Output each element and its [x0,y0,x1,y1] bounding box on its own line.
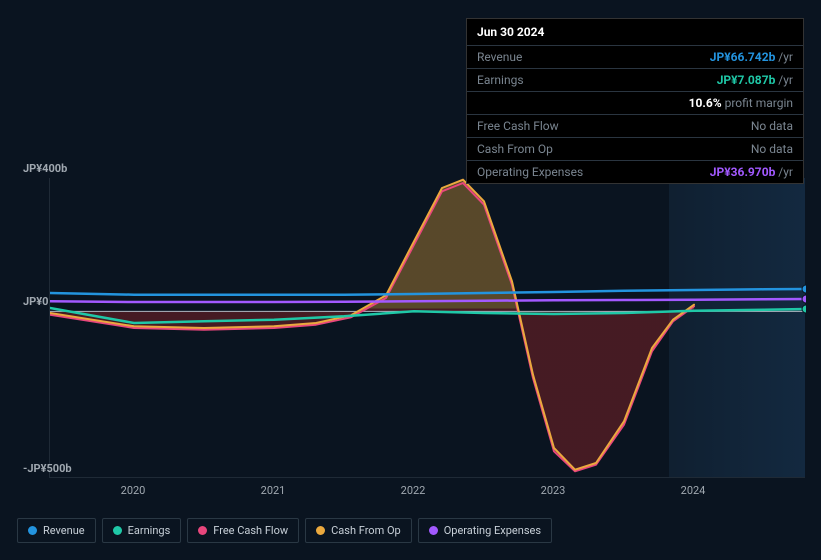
legend-label: Cash From Op [331,524,401,537]
financials-chart: JP¥400b JP¥0 -JP¥500b 2020 2021 2022 2023 2024 [17,158,805,498]
legend: Revenue Earnings Free Cash Flow Cash From O… [17,518,552,543]
tooltip-row: Earnings JP¥7.087b /yr [467,69,803,92]
cfo-area [50,180,694,470]
tooltip-row-label: Revenue [477,50,522,64]
legend-swatch [113,526,122,535]
tooltip-row-label: Earnings [477,73,524,87]
tooltip-row-label: Operating Expenses [477,165,583,179]
legend-item-earnings[interactable]: Earnings [102,518,182,543]
legend-label: Operating Expenses [444,524,541,537]
tooltip-row-value: JP¥7.087b /yr [717,73,793,87]
legend-item-opex[interactable]: Operating Expenses [418,518,552,543]
x-tick-label: 2023 [541,484,566,497]
legend-swatch [198,526,207,535]
marker-earnings [802,305,806,313]
x-tick-label: 2020 [121,484,146,497]
tooltip-row-value: 10.6% profit margin [689,96,793,110]
tooltip-row-label: Free Cash Flow [477,119,559,133]
tooltip-row: 10.6% profit margin [467,92,803,115]
tooltip-row-value: No data [751,142,793,156]
tooltip-row-value: JP¥36.970b /yr [710,165,793,179]
x-tick-label: 2022 [401,484,426,497]
legend-swatch [316,526,325,535]
legend-item-fcf[interactable]: Free Cash Flow [187,518,299,543]
tooltip-row-value: No data [751,119,793,133]
chart-svg [50,178,806,478]
tooltip-rows: Revenue JP¥66.742b /yr Earnings JP¥7.087b /… [467,46,803,183]
marker-revenue [802,285,806,293]
plot-area[interactable] [49,178,805,478]
marker-opex [802,295,806,303]
tooltip-row: Cash From Op No data [467,138,803,161]
tooltip-row: Operating Expenses JP¥36.970b /yr [467,161,803,183]
y-tick-label: JP¥400b [23,162,67,175]
legend-label: Earnings [128,524,171,537]
data-tooltip: Jun 30 2024 Revenue JP¥66.742b /yr Earning… [466,18,804,184]
y-tick-label: JP¥0 [23,295,48,308]
legend-label: Free Cash Flow [213,524,288,537]
y-tick-label: -JP¥500b [23,462,72,475]
legend-swatch [28,526,37,535]
tooltip-row: Free Cash Flow No data [467,115,803,138]
legend-label: Revenue [43,524,85,537]
x-tick-label: 2024 [681,484,706,497]
tooltip-row-value: JP¥66.742b /yr [710,50,793,64]
tooltip-row: Revenue JP¥66.742b /yr [467,46,803,69]
legend-item-cfo[interactable]: Cash From Op [305,518,412,543]
x-tick-label: 2021 [261,484,286,497]
tooltip-row-label: Cash From Op [477,142,553,156]
tooltip-date: Jun 30 2024 [467,19,803,46]
legend-item-revenue[interactable]: Revenue [17,518,96,543]
legend-swatch [429,526,438,535]
